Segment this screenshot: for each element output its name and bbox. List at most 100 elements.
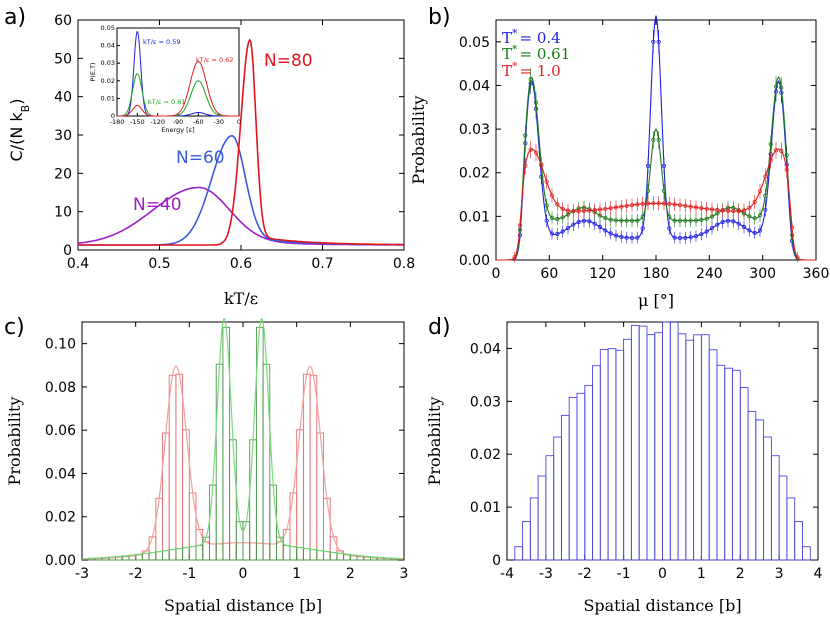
panel-c-bar [336,553,345,561]
panel-d-bar [794,521,803,561]
panel-c-bar [175,373,184,561]
inset-curve [117,30,239,117]
panel-c-xlabel: Spatial distance [b] [164,596,322,615]
panel-d-xtick-label: 1 [697,566,706,582]
panel-d-bar [716,364,726,561]
panel-d-ytick-label: 0.02 [470,447,501,463]
panel-c-bar [282,544,291,561]
panel-c-bar [222,542,231,561]
panel-a-ylabel-end: ) [7,99,26,105]
panel-a-ylabel: C/(N kB) [7,99,32,162]
panel-d-bar [662,321,671,561]
panel-d-bar [599,349,609,561]
panel-c-bar [215,363,224,561]
panel-b-xtick-label: 360 [803,266,830,282]
inset-ytick-label: 0.03 [101,59,115,67]
panel-b-ytick-label: 0.03 [459,122,490,138]
panel-c-fit [81,318,403,560]
panel-a-xlabel: kT/ε [224,289,258,308]
panel-d-bar [802,546,811,561]
panel-b-ytick-label: 0.02 [459,166,490,182]
panel-b-xtick-label: 300 [749,266,776,282]
panel-d-bar [700,334,710,561]
panel-c-bar [269,543,277,561]
panel-d-bar [724,367,733,561]
panel-d-xtick-label: -1 [617,566,631,582]
panel-d-bar [732,369,741,561]
panel-b-ylabel: Probability [409,96,428,185]
panel-b-legend-entry: T* = 0.61 [502,43,570,64]
panel-a-axes: 0.4 0.5 0.6 0.7 0.8 0 10 20 30 40 50 60 [54,13,415,272]
panel-d-bar [522,521,531,561]
legend-T: T [502,45,512,63]
panel-d-bar [623,338,632,561]
inset-curve [117,61,239,117]
panel-d-ytick-label: 0.01 [470,500,501,516]
panel-d-bar [708,349,718,561]
inset-ylabel: P(E,T) [89,62,97,81]
inset-xtick-label: -150 [130,118,145,126]
panel-d-bar [669,321,679,561]
panel-d-ylabel: Probability [425,397,444,486]
legend-value: = 0.61 [520,45,571,63]
panel-c-bar [276,541,284,561]
panel-c-bar [202,536,210,561]
inset-xtick-label: -60 [193,118,204,126]
inset-xtick-label: 0 [237,118,241,126]
panel-c-bar [289,492,298,561]
panel-d-bar [747,410,757,561]
panel-b-line [496,15,816,261]
legend-T: T [502,29,512,47]
panel-a-xtick-label: 0.7 [311,256,333,272]
panel-d-xlabel: Spatial distance [b] [583,596,741,615]
panel-c-bar [209,543,217,561]
legend-value: = 1.0 [520,62,561,80]
panel-d-bar [568,396,578,561]
panel-a-ytick-label: 40 [54,90,72,106]
panel-d-bar [739,387,749,561]
panel-b-xtick-label: 180 [643,266,670,282]
panel-c-bar [249,439,257,561]
panel-c-bar [175,548,184,561]
panel-c-bar [316,550,324,561]
panel-d-bar [763,436,772,561]
panel-b-legend-entry: T* = 0.4 [502,27,561,48]
panel-c-bar [323,551,331,561]
inset-ytick-label: 0.02 [101,77,115,85]
panel-c-bar [202,541,210,561]
panel-c-bar [235,521,244,561]
panel-d-bar [646,334,656,561]
legend-value: = 0.4 [520,29,561,47]
panel-a-series-label: N=80 [264,51,313,71]
inset-ytick-label: 0 [111,112,115,120]
panel-a-ytick-label: 0 [63,243,72,259]
panel-d-bar [786,497,796,561]
panel-c-bar [269,484,277,561]
panel-a-xtick-label: 0.6 [230,256,252,272]
panel-d-bar [654,332,663,561]
panel-c-bar [262,363,271,561]
panel-b-xlabel: μ [°] [638,291,674,310]
panel-c-bar [162,550,170,561]
panel-d-bar [778,475,788,561]
panel-c-xtick-label: 1 [292,566,301,582]
panel-c-xtick-label: 2 [346,566,355,582]
inset-xlabel: Energy [ε] [161,126,194,134]
inset-series-label: kT/ε = 0.59 [143,38,181,46]
panel-c-bar [276,536,284,561]
panel-c-bar [148,536,157,561]
panel-d-bar [560,414,570,561]
panel-d-bar [553,436,562,561]
inset-series-label: kT/ε = 0.61 [148,98,186,106]
panel-a-label: a) [4,5,26,30]
panel-c-ytick-label: 0.08 [45,380,76,396]
panel-c-bar [168,374,177,561]
inset-ytick-label: 0.05 [101,24,115,32]
panel-d-bar [630,325,640,561]
panel-d-bar [584,385,594,561]
panel-c-bar [141,553,150,561]
panel-a-xtick-label: 0.5 [148,256,170,272]
panel-c-xtick-label: -3 [75,566,89,582]
panel-c-bar [195,544,204,561]
